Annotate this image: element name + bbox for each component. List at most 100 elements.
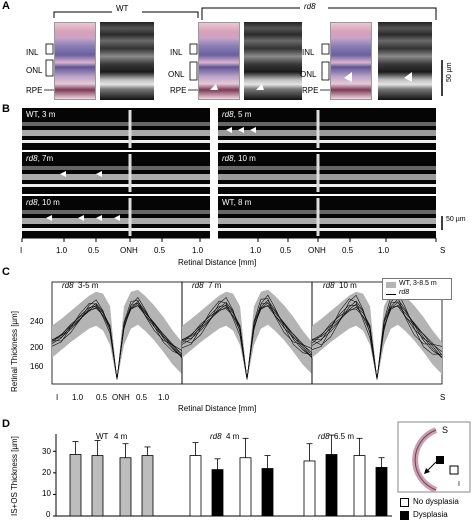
bscan-3: rd8, 7m xyxy=(22,152,210,194)
panel-d-bar-9 xyxy=(303,460,316,517)
retina-inset-diagram xyxy=(397,421,471,493)
legend-wt-swatch xyxy=(386,282,396,288)
bscan-3-age: 7m xyxy=(42,154,54,163)
panel-a-scale-label: 50 µm xyxy=(446,62,453,82)
layer-label-onl-1: ONL xyxy=(26,66,43,75)
panel-b-tick-r3: 0.5 xyxy=(342,246,354,255)
panel-d-bar-12 xyxy=(375,467,388,517)
panel-b-tick-r5: S xyxy=(440,246,446,255)
bscan-5-strain: rd8 xyxy=(26,198,38,207)
panel-c-chart xyxy=(51,281,443,385)
bscan-1-age: 3 m xyxy=(42,110,56,119)
panel-d-bar-2 xyxy=(91,455,104,517)
panel-d-group-3-age: 6.5 m xyxy=(334,432,355,441)
legend-dysplasia-label: Dysplasia xyxy=(413,510,448,519)
panel-c-title-2-age: 7 m xyxy=(208,281,222,290)
panel-c-title-1-strain: rd8 xyxy=(62,281,74,290)
panel-b-tick-r1: 0.5 xyxy=(280,246,292,255)
panel-b-axis-ticks xyxy=(21,238,437,242)
bscan-5-age: 10 m xyxy=(42,198,60,207)
layer-label-inl-2: INL xyxy=(170,48,183,57)
panel-d-ytick-20: 20 xyxy=(42,468,51,477)
panel-d-ytick-0: 0 xyxy=(46,510,51,519)
panel-d-ytick-10: 10 xyxy=(42,489,51,498)
wt-bracket xyxy=(53,11,199,18)
panel-d-ytick-30: 30 xyxy=(42,447,51,456)
legend-no-dysplasia-swatch xyxy=(400,498,409,507)
panel-c-legend: WT, 3-8.5 m rd8 xyxy=(382,278,452,300)
layer-label-rpe-2: RPE xyxy=(170,86,187,95)
panel-c-xtick-1-b: 0.5 xyxy=(96,393,108,402)
bscan-1-strain: WT xyxy=(26,110,38,119)
panel-b-tick-l1: 1.0 xyxy=(56,246,68,255)
panel-b-tick-l2: 0.5 xyxy=(88,246,100,255)
panel-c-wt-band-2 xyxy=(182,289,312,382)
panel-d-bar-4 xyxy=(141,455,154,517)
panel-d-chart xyxy=(53,434,392,517)
panel-c-title-2-strain: rd8 xyxy=(192,281,204,290)
panel-d-group-3-strain: rd8 xyxy=(318,432,330,441)
panel-b-tick-l5: 1.0 xyxy=(192,246,204,255)
layer-label-inl-1: INL xyxy=(26,48,39,57)
layer-label-rpe-1: RPE xyxy=(26,86,43,95)
bscan-4: rd8, 10 m xyxy=(218,152,436,194)
panel-b-annotations xyxy=(46,110,443,236)
legend-dysplasia-swatch xyxy=(400,511,409,520)
panel-d-group-1-age: 4 m xyxy=(114,432,128,441)
layer-label-onl-2: ONL xyxy=(168,70,185,79)
rd8-label: rd8 xyxy=(304,2,316,11)
panel-c-xtick-1-d: 1.0 xyxy=(158,393,170,402)
panel-a-annotations xyxy=(44,43,443,96)
panel-d-group-2-age: 4 m xyxy=(226,432,240,441)
panel-c-ytick-240: 240 xyxy=(30,317,44,326)
inset-label-s: S xyxy=(442,425,449,435)
inset-label-i: I xyxy=(458,481,460,488)
panel-c-rd8-line-1-7 xyxy=(51,303,183,380)
panel-d-bar-7 xyxy=(239,457,252,517)
panel-c-xlabel: Retinal Distance [mm] xyxy=(178,404,257,413)
legend-rd8-label: rd8 xyxy=(399,289,410,296)
layer-label-onl-3: ONL xyxy=(300,70,317,79)
panel-b-tick-l0: I xyxy=(20,246,23,255)
panel-c-rd8-line-2-7 xyxy=(181,302,313,380)
panel-c-rd8-line-3-7 xyxy=(311,301,443,380)
bscan-2-strain: rd8 xyxy=(222,110,234,119)
panel-b-scale-label: 50 µm xyxy=(446,216,466,223)
rd8-histology-image-1 xyxy=(198,22,240,100)
panel-b-tick-r0: 1.0 xyxy=(250,246,262,255)
layer-label-inl-3: INL xyxy=(302,48,315,57)
wt-label: WT xyxy=(116,4,129,13)
bscan-6: WT, 8 m xyxy=(218,196,436,238)
panel-c-xtick-1-c: 0.5 xyxy=(136,393,148,402)
legend-rd8-swatch xyxy=(386,294,396,295)
rd8-oct-image-1 xyxy=(244,22,302,100)
panel-b-tick-r2: ONH xyxy=(308,246,326,255)
panel-d-bar-6 xyxy=(211,469,224,517)
bscan-2-age: 5 m xyxy=(238,110,252,119)
bscan-6-strain: WT xyxy=(222,198,234,207)
panel-c-title-3-strain: rd8 xyxy=(323,281,335,290)
panel-d-letter: D xyxy=(2,418,10,430)
bscan-6-age: 8 m xyxy=(238,198,252,207)
bscan-4-age: 10 m xyxy=(238,154,256,163)
panel-c-title-1-age: 3-5 m xyxy=(78,281,99,290)
bscan-5: rd8, 10 m xyxy=(22,196,210,238)
rd8-oct-image-2 xyxy=(378,22,432,100)
panel-a-letter: A xyxy=(2,0,10,12)
rd8-histology-image-2 xyxy=(330,22,372,100)
panel-b-tick-r4: 1.0 xyxy=(378,246,390,255)
panel-b-xlabel: Retinal Distance [mm] xyxy=(178,258,257,267)
panel-b-letter: B xyxy=(2,103,10,115)
panel-d-bar-5 xyxy=(189,455,202,517)
panel-d-bar-1 xyxy=(69,454,82,517)
panel-d-bar-3 xyxy=(119,457,132,517)
panel-c-ytick-160: 160 xyxy=(30,362,44,371)
panel-d-group-1-strain: WT xyxy=(96,432,109,441)
panel-c-xtick-1-i: I xyxy=(56,393,59,402)
panel-b-tick-l3: ONH xyxy=(120,246,138,255)
panel-c-title-3-age: 10 m xyxy=(339,281,357,290)
panel-c-xtick-1-onh: ONH xyxy=(112,393,130,402)
bscan-1: WT, 3 m xyxy=(22,108,210,150)
rd8-bracket xyxy=(201,7,437,20)
panel-b-tick-l4: 0.5 xyxy=(154,246,166,255)
